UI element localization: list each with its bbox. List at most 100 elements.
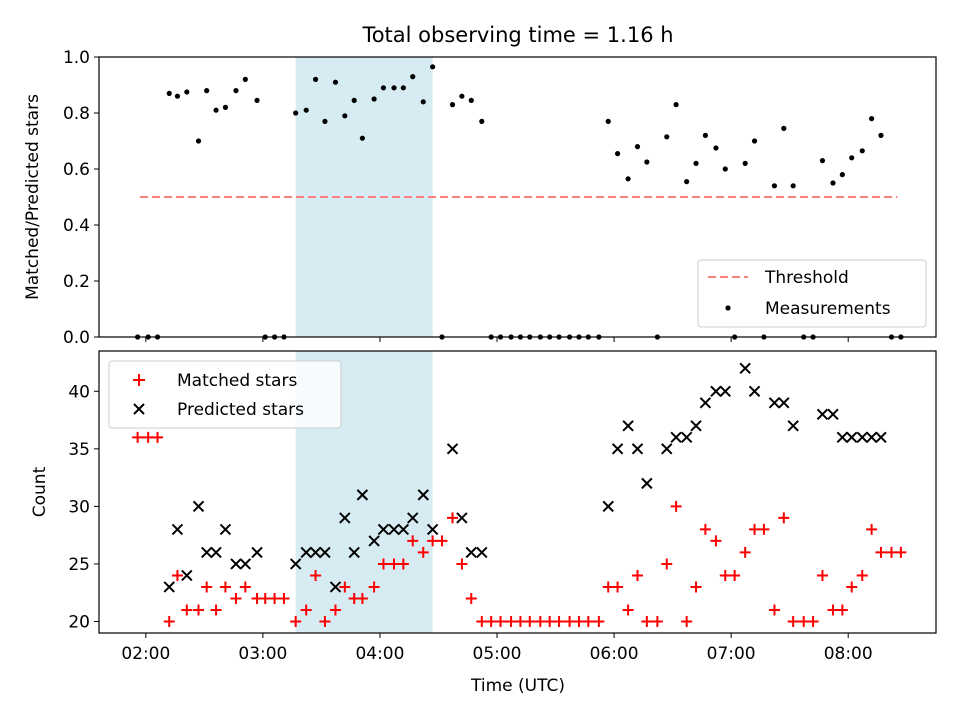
top-y-tick-label: 0.6 — [63, 160, 90, 180]
predicted-star-point — [816, 408, 829, 421]
predicted-star-point — [836, 431, 849, 444]
matched-star-point — [239, 581, 251, 593]
bottom-x-tick-label: 03:00 — [238, 644, 287, 664]
measurement-point — [184, 89, 190, 95]
top-axes-frame — [98, 56, 937, 338]
predicted-star-point — [827, 408, 839, 421]
predicted-star-point — [309, 546, 322, 559]
matched-star-point — [573, 615, 585, 627]
matched-star-point — [269, 592, 281, 604]
top-legend: Threshold Measurements — [697, 259, 927, 328]
predicted-star-point — [680, 431, 693, 444]
predicted-star-point — [748, 385, 761, 397]
measurement-point — [605, 118, 611, 124]
predicted-star-point — [641, 477, 653, 490]
measurement-point — [819, 158, 826, 164]
measurement-point — [204, 88, 210, 94]
matched-star-point — [836, 604, 848, 616]
legend-measurements-label: Measurements — [765, 299, 891, 319]
matched-star-point — [152, 431, 164, 443]
measurement-point — [371, 96, 377, 102]
measurement-point — [702, 132, 708, 138]
measurement-point — [634, 144, 641, 150]
matched-star-point — [856, 569, 868, 581]
bottom-y-tick-label: 25 — [68, 555, 90, 575]
matched-star-point — [142, 431, 154, 443]
matched-star-point — [495, 615, 507, 627]
bottom-x-tick-label: 05:00 — [473, 644, 522, 664]
measurement-point — [359, 135, 365, 141]
top-x-ticks — [145, 337, 849, 342]
measurement-point — [312, 76, 319, 82]
bottom-x-tick-label: 04:00 — [355, 644, 404, 664]
matched-star-point — [456, 558, 468, 570]
predicted-star-point — [407, 512, 419, 524]
matched-star-point — [339, 581, 351, 593]
bottom-x-tick-label: 06:00 — [590, 644, 639, 664]
measurement-point — [869, 116, 875, 122]
top-y-tick-label: 0.2 — [63, 272, 90, 292]
measurement-point — [420, 99, 426, 105]
predicted-star-point — [426, 523, 439, 536]
predicted-star-point — [339, 512, 351, 524]
bottom-y-tick-label: 30 — [68, 497, 90, 517]
predicted-star-point — [456, 512, 468, 524]
matched-star-point — [710, 535, 722, 547]
bottom-x-tick-label: 08:00 — [824, 644, 873, 664]
predicted-star-point — [690, 420, 702, 432]
measurement-point — [332, 79, 339, 85]
bottom-legend: Matched stars Predicted stars — [108, 360, 342, 429]
matched-star-point — [622, 604, 634, 616]
top-legend-box — [697, 259, 927, 328]
matched-star-point — [397, 558, 409, 570]
matched-star-point — [602, 581, 614, 593]
predicted-star-point — [251, 546, 263, 559]
predicted-star-point — [476, 546, 488, 559]
matched-star-point — [181, 604, 193, 616]
predicted-star-point — [699, 397, 712, 409]
measurement-point — [380, 85, 387, 91]
matched-star-point — [447, 512, 459, 524]
predicted-star-point — [710, 385, 722, 397]
matched-star-point — [886, 546, 898, 558]
measurement-point — [430, 64, 436, 70]
top-shaded-interval — [295, 57, 433, 337]
predicted-star-point — [622, 420, 634, 432]
matched-star-point — [377, 558, 389, 570]
matched-star-point — [230, 592, 242, 604]
measurement-point — [213, 107, 219, 113]
matched-star-point — [670, 500, 682, 512]
predicted-star-point — [300, 546, 312, 559]
measurement-point — [625, 176, 631, 182]
measurement-point — [391, 85, 397, 91]
bottom-marks — [132, 362, 907, 627]
predicted-star-point — [856, 431, 868, 444]
matched-star-point — [816, 569, 828, 581]
matched-star-point — [544, 615, 556, 627]
bottom-y-axis-label: Count — [30, 466, 50, 517]
matched-star-point — [895, 546, 907, 558]
predicted-star-point — [329, 581, 342, 593]
measurement-point — [459, 93, 465, 99]
predicted-star-point — [602, 500, 614, 513]
top-y-axis-label: Matched/Predicted stars — [23, 94, 43, 300]
bottom-x-tick-label: 02:00 — [121, 644, 170, 664]
matched-star-point — [407, 535, 419, 547]
legend-predicted-swatch — [133, 403, 145, 415]
matched-star-point — [739, 546, 751, 558]
measurement-point — [242, 76, 248, 82]
matched-star-point — [534, 615, 546, 627]
bottom-x-tick-label: 07:00 — [707, 644, 756, 664]
legend-matched-label: Matched stars — [177, 371, 297, 391]
predicted-star-point — [739, 362, 751, 374]
measurement-point — [410, 74, 416, 80]
predicted-star-point — [219, 523, 232, 536]
predicted-star-point — [377, 523, 390, 536]
matched-star-point — [319, 615, 331, 627]
measurement-point — [771, 183, 778, 189]
measurement-point — [859, 148, 865, 154]
matched-star-point — [219, 581, 231, 593]
matched-star-point — [827, 604, 839, 616]
matched-star-point — [553, 615, 565, 627]
matched-star-point — [641, 615, 653, 627]
